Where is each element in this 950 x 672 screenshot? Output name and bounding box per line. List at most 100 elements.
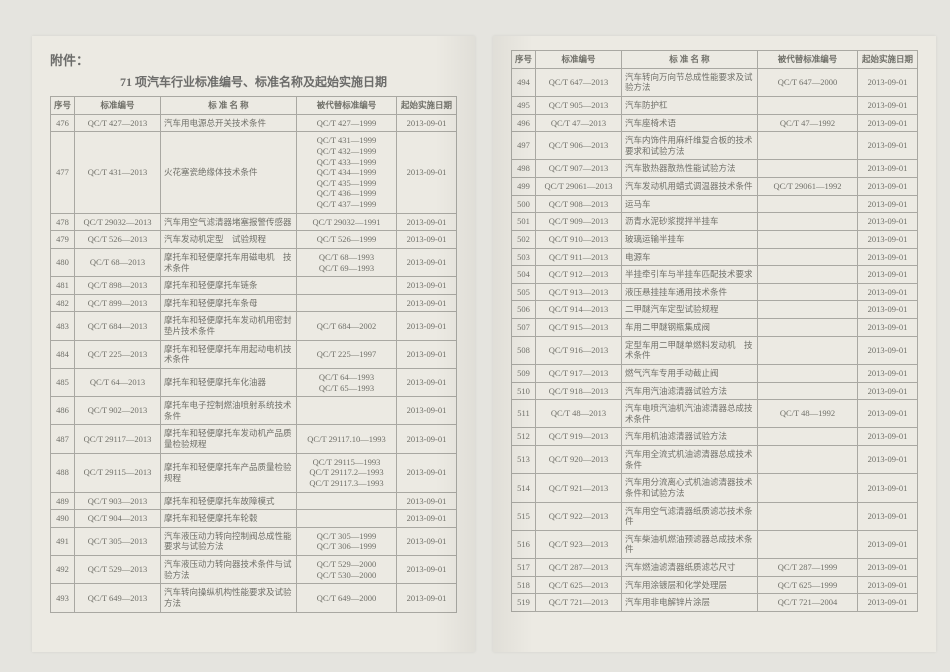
cell-rep (758, 502, 858, 530)
cell-rep: QC/T 625—1999 (758, 576, 858, 594)
cell-seq: 477 (51, 132, 75, 213)
cell-name: 汽车内饰件用麻纤维复合板的技术要求和试验方法 (622, 132, 758, 160)
cell-date: 2013-09-01 (397, 527, 457, 555)
cell-date: 2013-09-01 (397, 368, 457, 396)
cell-seq: 503 (512, 248, 536, 266)
table-row: 482QC/T 899—2013摩托车和轻便摩托车条母2013-09-01 (51, 294, 457, 312)
col-seq: 序号 (51, 97, 75, 115)
cell-name: 半挂牵引车与半挂车匹配技术要求 (622, 266, 758, 284)
cell-std: QC/T 906—2013 (536, 132, 622, 160)
cell-std: QC/T 914—2013 (536, 301, 622, 319)
table-row: 504QC/T 912—2013半挂牵引车与半挂车匹配技术要求2013-09-0… (512, 266, 918, 284)
cell-date: 2013-09-01 (858, 283, 918, 301)
col-name: 标 准 名 称 (161, 97, 297, 115)
cell-rep (758, 474, 858, 502)
cell-date: 2013-09-01 (397, 277, 457, 295)
cell-date: 2013-09-01 (858, 160, 918, 178)
table-row: 491QC/T 305—2013汽车液压动力转向控制阀总成性能要求与试验方法QC… (51, 527, 457, 555)
table-row: 498QC/T 907—2013汽车散热器散热性能试验方法2013-09-01 (512, 160, 918, 178)
cell-rep (758, 301, 858, 319)
cell-name: 沥青水泥砂浆搅拌半挂车 (622, 213, 758, 231)
cell-date: 2013-09-01 (858, 474, 918, 502)
cell-rep: QC/T 721—2004 (758, 594, 858, 612)
cell-name: 汽车用分流离心式机油滤清器技术条件和试验方法 (622, 474, 758, 502)
cell-std: QC/T 225—2013 (75, 340, 161, 368)
cell-date: 2013-09-01 (858, 301, 918, 319)
cell-name: 运马车 (622, 195, 758, 213)
cell-name: 车用二甲醚钢瓶集成阀 (622, 319, 758, 337)
cell-std: QC/T 910—2013 (536, 230, 622, 248)
table-row: 509QC/T 917—2013燃气汽车专用手动截止阀2013-09-01 (512, 364, 918, 382)
cell-name: 汽车电喷汽油机汽油滤清器总成技术条件 (622, 400, 758, 428)
table-row: 477QC/T 431—2013火花塞瓷绝缘体技术条件QC/T 431—1999… (51, 132, 457, 213)
cell-rep (297, 397, 397, 425)
cell-name: 二甲醚汽车定型试验规程 (622, 301, 758, 319)
table-row: 500QC/T 908—2013运马车2013-09-01 (512, 195, 918, 213)
cell-date: 2013-09-01 (858, 96, 918, 114)
cell-seq: 499 (512, 178, 536, 196)
cell-seq: 488 (51, 453, 75, 492)
cell-date: 2013-09-01 (858, 382, 918, 400)
cell-date: 2013-09-01 (858, 266, 918, 284)
cell-seq: 490 (51, 510, 75, 528)
table-row: 508QC/T 916—2013定型车用二甲醚单燃料发动机 技术条件2013-0… (512, 336, 918, 364)
cell-seq: 491 (51, 527, 75, 555)
cell-std: QC/T 907—2013 (536, 160, 622, 178)
cell-date: 2013-09-01 (858, 559, 918, 577)
cell-date: 2013-09-01 (858, 502, 918, 530)
table-row: 489QC/T 903—2013摩托车和轻便摩托车故障模式2013-09-01 (51, 492, 457, 510)
cell-seq: 485 (51, 368, 75, 396)
cell-rep: QC/T 64—1993 QC/T 65—1993 (297, 368, 397, 396)
cell-seq: 511 (512, 400, 536, 428)
cell-rep: QC/T 29115—1993 QC/T 29117.2—1993 QC/T 2… (297, 453, 397, 492)
page-right: 序号 标准编号 标 准 名 称 被代替标准编号 起始实施日期 494QC/T 6… (493, 36, 936, 652)
cell-seq: 518 (512, 576, 536, 594)
cell-name: 液压悬挂挂车通用技术条件 (622, 283, 758, 301)
cell-rep (758, 96, 858, 114)
cell-seq: 519 (512, 594, 536, 612)
cell-rep: QC/T 47—1992 (758, 114, 858, 132)
table-row: 502QC/T 910—2013玻璃运输半挂车2013-09-01 (512, 230, 918, 248)
table-row: 501QC/T 909—2013沥青水泥砂浆搅拌半挂车2013-09-01 (512, 213, 918, 231)
cell-rep (758, 382, 858, 400)
table-row: 515QC/T 922—2013汽车用空气滤清器纸质滤芯技术条件2013-09-… (512, 502, 918, 530)
cell-name: 定型车用二甲醚单燃料发动机 技术条件 (622, 336, 758, 364)
cell-rep: QC/T 29117.10—1993 (297, 425, 397, 453)
cell-std: QC/T 29115—2013 (75, 453, 161, 492)
cell-std: QC/T 64—2013 (75, 368, 161, 396)
cell-rep (758, 336, 858, 364)
cell-std: QC/T 913—2013 (536, 283, 622, 301)
cell-name: 火花塞瓷绝缘体技术条件 (161, 132, 297, 213)
cell-std: QC/T 47—2013 (536, 114, 622, 132)
cell-rep (758, 428, 858, 446)
cell-date: 2013-09-01 (858, 68, 918, 96)
table-head: 序号 标准编号 标 准 名 称 被代替标准编号 起始实施日期 (51, 97, 457, 115)
cell-rep (758, 530, 858, 558)
cell-date: 2013-09-01 (858, 114, 918, 132)
cell-name: 汽车用非电解锌片涂层 (622, 594, 758, 612)
table-row: 507QC/T 915—2013车用二甲醚钢瓶集成阀2013-09-01 (512, 319, 918, 337)
cell-seq: 508 (512, 336, 536, 364)
cell-date: 2013-09-01 (397, 294, 457, 312)
cell-seq: 516 (512, 530, 536, 558)
cell-std: QC/T 920—2013 (536, 446, 622, 474)
cell-name: 摩托车和轻便摩托车发动机用密封垫片技术条件 (161, 312, 297, 340)
attachment-label: 附件： (50, 50, 457, 69)
cell-std: QC/T 905—2013 (536, 96, 622, 114)
cell-date: 2013-09-01 (858, 132, 918, 160)
table-row: 506QC/T 914—2013二甲醚汽车定型试验规程2013-09-01 (512, 301, 918, 319)
table-row: 485QC/T 64—2013摩托车和轻便摩托车化油器QC/T 64—1993 … (51, 368, 457, 396)
cell-rep: QC/T 305—1999 QC/T 306—1999 (297, 527, 397, 555)
table-row: 487QC/T 29117—2013摩托车和轻便摩托车发动机产品质量检验规程QC… (51, 425, 457, 453)
cell-seq: 501 (512, 213, 536, 231)
cell-std: QC/T 899—2013 (75, 294, 161, 312)
cell-rep: QC/T 526—1999 (297, 231, 397, 249)
cell-std: QC/T 912—2013 (536, 266, 622, 284)
cell-rep (297, 492, 397, 510)
cell-seq: 509 (512, 364, 536, 382)
cell-name: 汽车用全流式机油滤清器总成技术条件 (622, 446, 758, 474)
page-left: 附件： 71 项汽车行业标准编号、标准名称及起始实施日期 序号 标准编号 标 准… (32, 36, 475, 652)
cell-date: 2013-09-01 (397, 397, 457, 425)
cell-rep (758, 248, 858, 266)
cell-seq: 517 (512, 559, 536, 577)
